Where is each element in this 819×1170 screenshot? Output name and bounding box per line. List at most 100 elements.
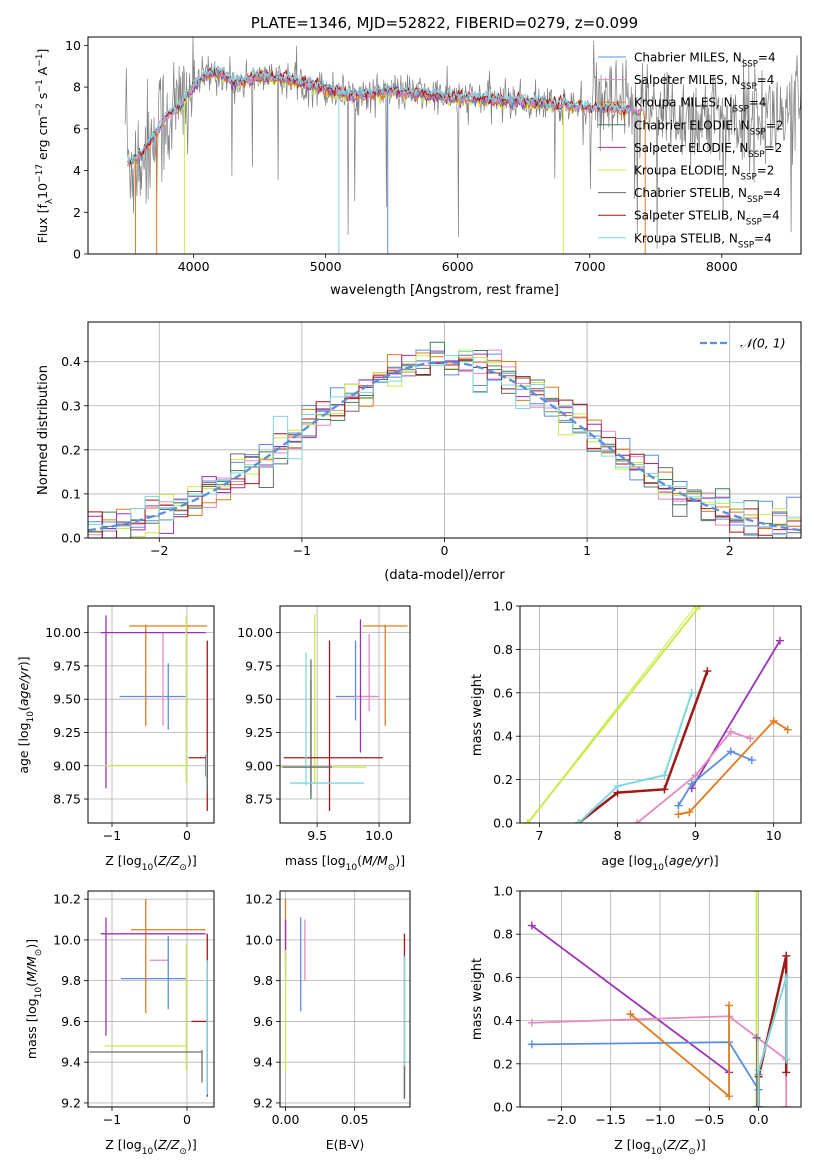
axes-frame [87, 36, 802, 255]
marker-kroupa_miles [769, 717, 778, 726]
y-tick-label: 9.00 [245, 758, 273, 773]
series-line-salpeter_stelib [757, 955, 788, 1107]
x-tick-label: 2 [726, 543, 734, 558]
y-tick-label: 10.2 [53, 892, 81, 907]
marker-salpeter_elodie [527, 921, 536, 930]
x-axis-label-residuals: (data-model)/error [384, 568, 505, 583]
marker-salpeter_stelib [782, 951, 791, 960]
marker-salpeter_miles [527, 1018, 536, 1027]
legend-label-salpeter_miles: Salpeter MILES, NSSP=4 [634, 73, 774, 92]
y-tick-label: 0.3 [61, 398, 81, 413]
plot-area-age_vs_mass [280, 613, 408, 812]
marker-kroupa_elodie [691, 606, 700, 610]
y-tick-label: 0.2 [493, 772, 513, 787]
x-axis-label-mass-vs-ebv: E(B-V) [326, 1137, 365, 1152]
y-tick-label: 10.0 [53, 932, 81, 947]
y-axis-label-spectrum: Flux [fλ10−17 erg cm−2 s−1 A−1] [35, 49, 55, 244]
y-tick-label: 1.0 [493, 884, 513, 899]
marker-chabrier_miles [674, 801, 683, 810]
x-tick-label: 10.0 [365, 828, 393, 843]
x-tick-label: 10 [766, 828, 782, 843]
y-tick-label: 8.75 [53, 792, 81, 807]
marker-kroupa_stelib [754, 1103, 763, 1107]
chart-title-spectrum: PLATE=1346, MJD=52822, FIBERID=0279, z=0… [251, 14, 638, 32]
series-line-kroupa_elodie [527, 606, 701, 823]
y-axis-label-massweight-vs-z: mass weight [470, 958, 485, 1040]
y-tick-label: 0.2 [61, 442, 81, 457]
y-tick-label: 0.0 [493, 1100, 513, 1115]
marker-chabrier_stelib [752, 1103, 761, 1107]
y-tick-label: 10.00 [45, 625, 81, 640]
y-tick-label: 2 [73, 205, 81, 220]
series-line-kroupa_stelib [757, 977, 788, 1107]
series-line-salpeter_miles [636, 730, 751, 823]
x-tick-label: 5000 [310, 259, 342, 274]
legend-label-salpeter_elodie: Salpeter ELODIE, NSSP=2 [634, 141, 782, 160]
marker-salpeter_miles [633, 819, 642, 823]
marker-kroupa_elodie [523, 819, 532, 823]
model-spectrum-kroupa_miles [127, 69, 643, 168]
legend-label-salpeter_stelib: Salpeter STELIB, NSSP=4 [634, 209, 780, 228]
x-tick-label: −2 [150, 543, 168, 558]
panel-age_vs_mass: 9.5 10.0 8.75 9.00 9.25 9.50 9.75 10.00 mass [lo… [237, 605, 411, 873]
series-line-salpeter_stelib [577, 670, 709, 823]
series-line-salpeter_elodie [531, 924, 730, 1074]
y-tick-label: 4 [73, 163, 81, 178]
y-tick-label: 0.0 [493, 816, 513, 831]
legend-label-chabrier_elodie: Chabrier ELODIE, NSSP=2 [634, 118, 783, 137]
x-tick-label: 7 [536, 828, 544, 843]
x-tick-label: 7000 [574, 259, 606, 274]
panel-massweight_vs_age: 7 8 9 10 0.0 0.2 0.4 0.6 0.8 1.0 age [log10(age/yr… [470, 599, 802, 873]
axes-frame [87, 605, 215, 824]
y-axis-label-residuals: Normed distribution [36, 365, 51, 495]
legend-label-chabrier_miles: Chabrier MILES, NSSP=4 [634, 51, 776, 70]
y-tick-label: 9.8 [253, 973, 273, 988]
x-tick-label: 6000 [442, 259, 474, 274]
x-tick-label: 0.00 [272, 1112, 300, 1127]
axes-frame [519, 890, 802, 1108]
marker-kroupa_stelib [754, 1066, 763, 1075]
marker-kroupa_stelib [782, 1055, 791, 1064]
panel-mass_vs_ebv: 0.00 0.05 9.2 9.4 9.6 9.8 10.0 10.2 E(B-V) [245, 890, 411, 1152]
series-line-salpeter_miles [531, 1015, 788, 1107]
series-line-kroupa_stelib [577, 692, 693, 823]
y-tick-label: 0.6 [493, 685, 513, 700]
x-tick-label: −1 [103, 828, 121, 843]
x-tick-label: 8000 [706, 259, 738, 274]
panel-age_vs_z: −1 0 8.75 9.00 9.25 9.50 9.75 10.00 Z [log10(Z/Z… [16, 605, 215, 873]
model-spectrum-chabrier_miles [127, 67, 643, 167]
series-line-kroupa_miles [678, 719, 789, 816]
x-tick-label: −1.0 [645, 1112, 675, 1127]
marker-chabrier_stelib [752, 1033, 761, 1042]
y-tick-label: 10 [65, 38, 81, 53]
series-line-kroupa_elodie [527, 606, 697, 823]
model-spectrum-kroupa_stelib [127, 63, 630, 164]
y-tick-label: 8.75 [245, 792, 273, 807]
marker-salpeter_stelib [703, 667, 712, 676]
marker-salpeter_miles [746, 734, 755, 743]
panel-massweight_vs_z: −2.0 −1.5 −1.0 −0.5 0.0 0.0 0.2 0.4 0.6 0.8 1.0 Z [… [470, 884, 802, 1157]
y-tick-label: 9.50 [53, 692, 81, 707]
y-tick-label: 10.2 [245, 892, 273, 907]
y-tick-label: 9.75 [53, 658, 81, 673]
plot-area-massweight_vs_age [523, 606, 792, 823]
marker-chabrier_miles [527, 1040, 536, 1049]
x-tick-label: 9 [692, 828, 700, 843]
x-tick-label: −2.0 [546, 1112, 576, 1127]
y-tick-label: 10.00 [237, 625, 273, 640]
marker-salpeter_miles [726, 727, 735, 736]
y-tick-label: 0.8 [493, 642, 513, 657]
y-tick-label: 0.4 [493, 1013, 513, 1028]
marker-kroupa_miles [783, 725, 792, 734]
marker-salpeter_stelib [782, 1068, 791, 1077]
marker-kroupa_miles [725, 1092, 734, 1101]
marker-kroupa_miles [685, 808, 694, 817]
histogram-step-kroupa_stelib [88, 350, 801, 538]
marker-salpeter_miles [782, 1103, 791, 1107]
y-tick-label: 0.1 [61, 486, 81, 501]
legend-label-normal: 𝒩(0, 1) [740, 336, 786, 351]
plot-area-massweight_vs_z [527, 891, 791, 1107]
x-axis-label-age-vs-z: Z [log10(Z/Z⊙)] [105, 853, 196, 873]
y-tick-label: 9.2 [61, 1095, 81, 1110]
